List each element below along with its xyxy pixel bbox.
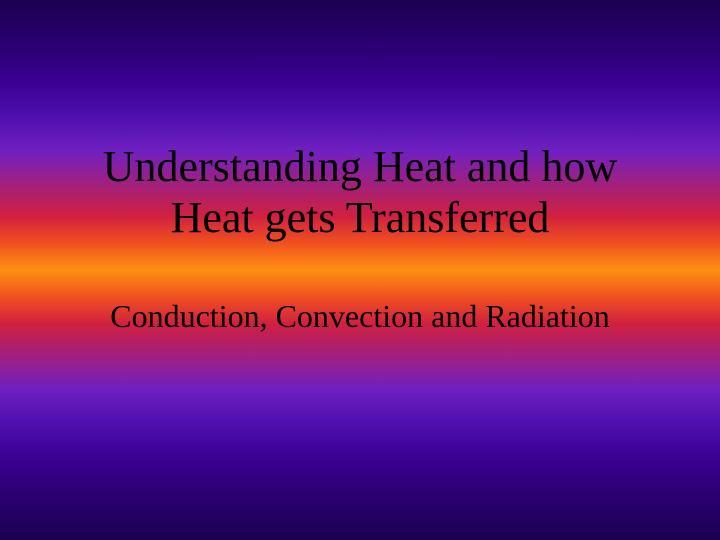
title-line-1: Understanding Heat and how [103, 142, 617, 191]
slide: Understanding Heat and how Heat gets Tra… [0, 0, 720, 540]
title-line-2: Heat gets Transferred [171, 193, 550, 242]
slide-title: Understanding Heat and how Heat gets Tra… [0, 142, 720, 243]
slide-subtitle: Conduction, Convection and Radiation [0, 298, 720, 335]
